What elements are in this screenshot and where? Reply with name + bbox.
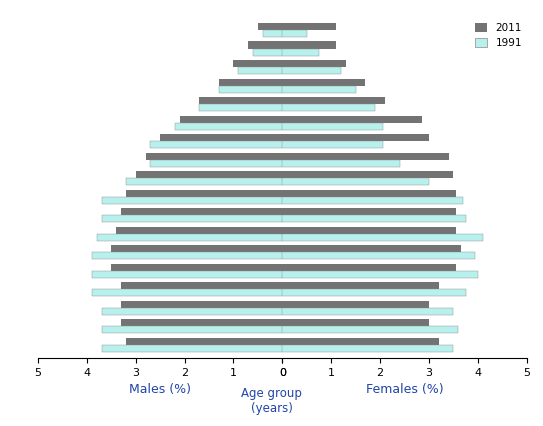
- Bar: [282, 41, 336, 49]
- Bar: [282, 320, 429, 326]
- Bar: [282, 338, 439, 345]
- Bar: [111, 264, 282, 271]
- Bar: [121, 301, 282, 308]
- Bar: [282, 141, 382, 148]
- Bar: [219, 78, 282, 86]
- Bar: [121, 208, 282, 215]
- Bar: [282, 282, 439, 289]
- Bar: [126, 190, 282, 197]
- Bar: [282, 190, 456, 197]
- X-axis label: Males (%): Males (%): [129, 383, 191, 396]
- Bar: [102, 197, 282, 204]
- Legend: 2011, 1991: 2011, 1991: [471, 19, 526, 52]
- Bar: [282, 245, 460, 252]
- Bar: [282, 308, 453, 315]
- Bar: [282, 60, 346, 67]
- Bar: [92, 252, 282, 259]
- Bar: [282, 86, 356, 92]
- Bar: [248, 41, 282, 49]
- Bar: [253, 49, 282, 55]
- Bar: [116, 227, 282, 234]
- Bar: [150, 141, 282, 148]
- Bar: [282, 78, 365, 86]
- Bar: [282, 345, 453, 352]
- Bar: [282, 104, 375, 111]
- Bar: [126, 338, 282, 345]
- Bar: [160, 134, 282, 141]
- Bar: [199, 104, 282, 111]
- Bar: [199, 97, 282, 104]
- Bar: [282, 197, 463, 204]
- Bar: [282, 153, 449, 160]
- Bar: [282, 289, 466, 296]
- Bar: [102, 345, 282, 352]
- Bar: [282, 178, 429, 185]
- Bar: [282, 67, 341, 74]
- Bar: [282, 134, 429, 141]
- Bar: [121, 282, 282, 289]
- Bar: [150, 160, 282, 167]
- Bar: [282, 160, 400, 167]
- Bar: [263, 30, 282, 37]
- Bar: [126, 178, 282, 185]
- Bar: [282, 215, 466, 222]
- Bar: [282, 30, 307, 37]
- Bar: [282, 123, 382, 130]
- Bar: [282, 23, 336, 30]
- Bar: [102, 308, 282, 315]
- Bar: [282, 49, 319, 55]
- Bar: [282, 252, 476, 259]
- Bar: [258, 23, 282, 30]
- Bar: [282, 271, 478, 278]
- Bar: [282, 227, 456, 234]
- X-axis label: Females (%): Females (%): [366, 383, 443, 396]
- Bar: [180, 115, 282, 123]
- Bar: [102, 215, 282, 222]
- Bar: [97, 234, 282, 241]
- Bar: [282, 326, 458, 334]
- Bar: [282, 264, 456, 271]
- Bar: [136, 171, 282, 178]
- Bar: [282, 115, 422, 123]
- Bar: [92, 289, 282, 296]
- Bar: [146, 153, 282, 160]
- Text: Age group
(years): Age group (years): [241, 387, 302, 415]
- Bar: [92, 271, 282, 278]
- Bar: [219, 86, 282, 92]
- Bar: [282, 301, 429, 308]
- Bar: [111, 245, 282, 252]
- Bar: [102, 326, 282, 334]
- Bar: [282, 171, 453, 178]
- Bar: [238, 67, 282, 74]
- Bar: [121, 320, 282, 326]
- Bar: [233, 60, 282, 67]
- Bar: [282, 208, 456, 215]
- Bar: [175, 123, 282, 130]
- Bar: [282, 234, 483, 241]
- Bar: [282, 97, 385, 104]
